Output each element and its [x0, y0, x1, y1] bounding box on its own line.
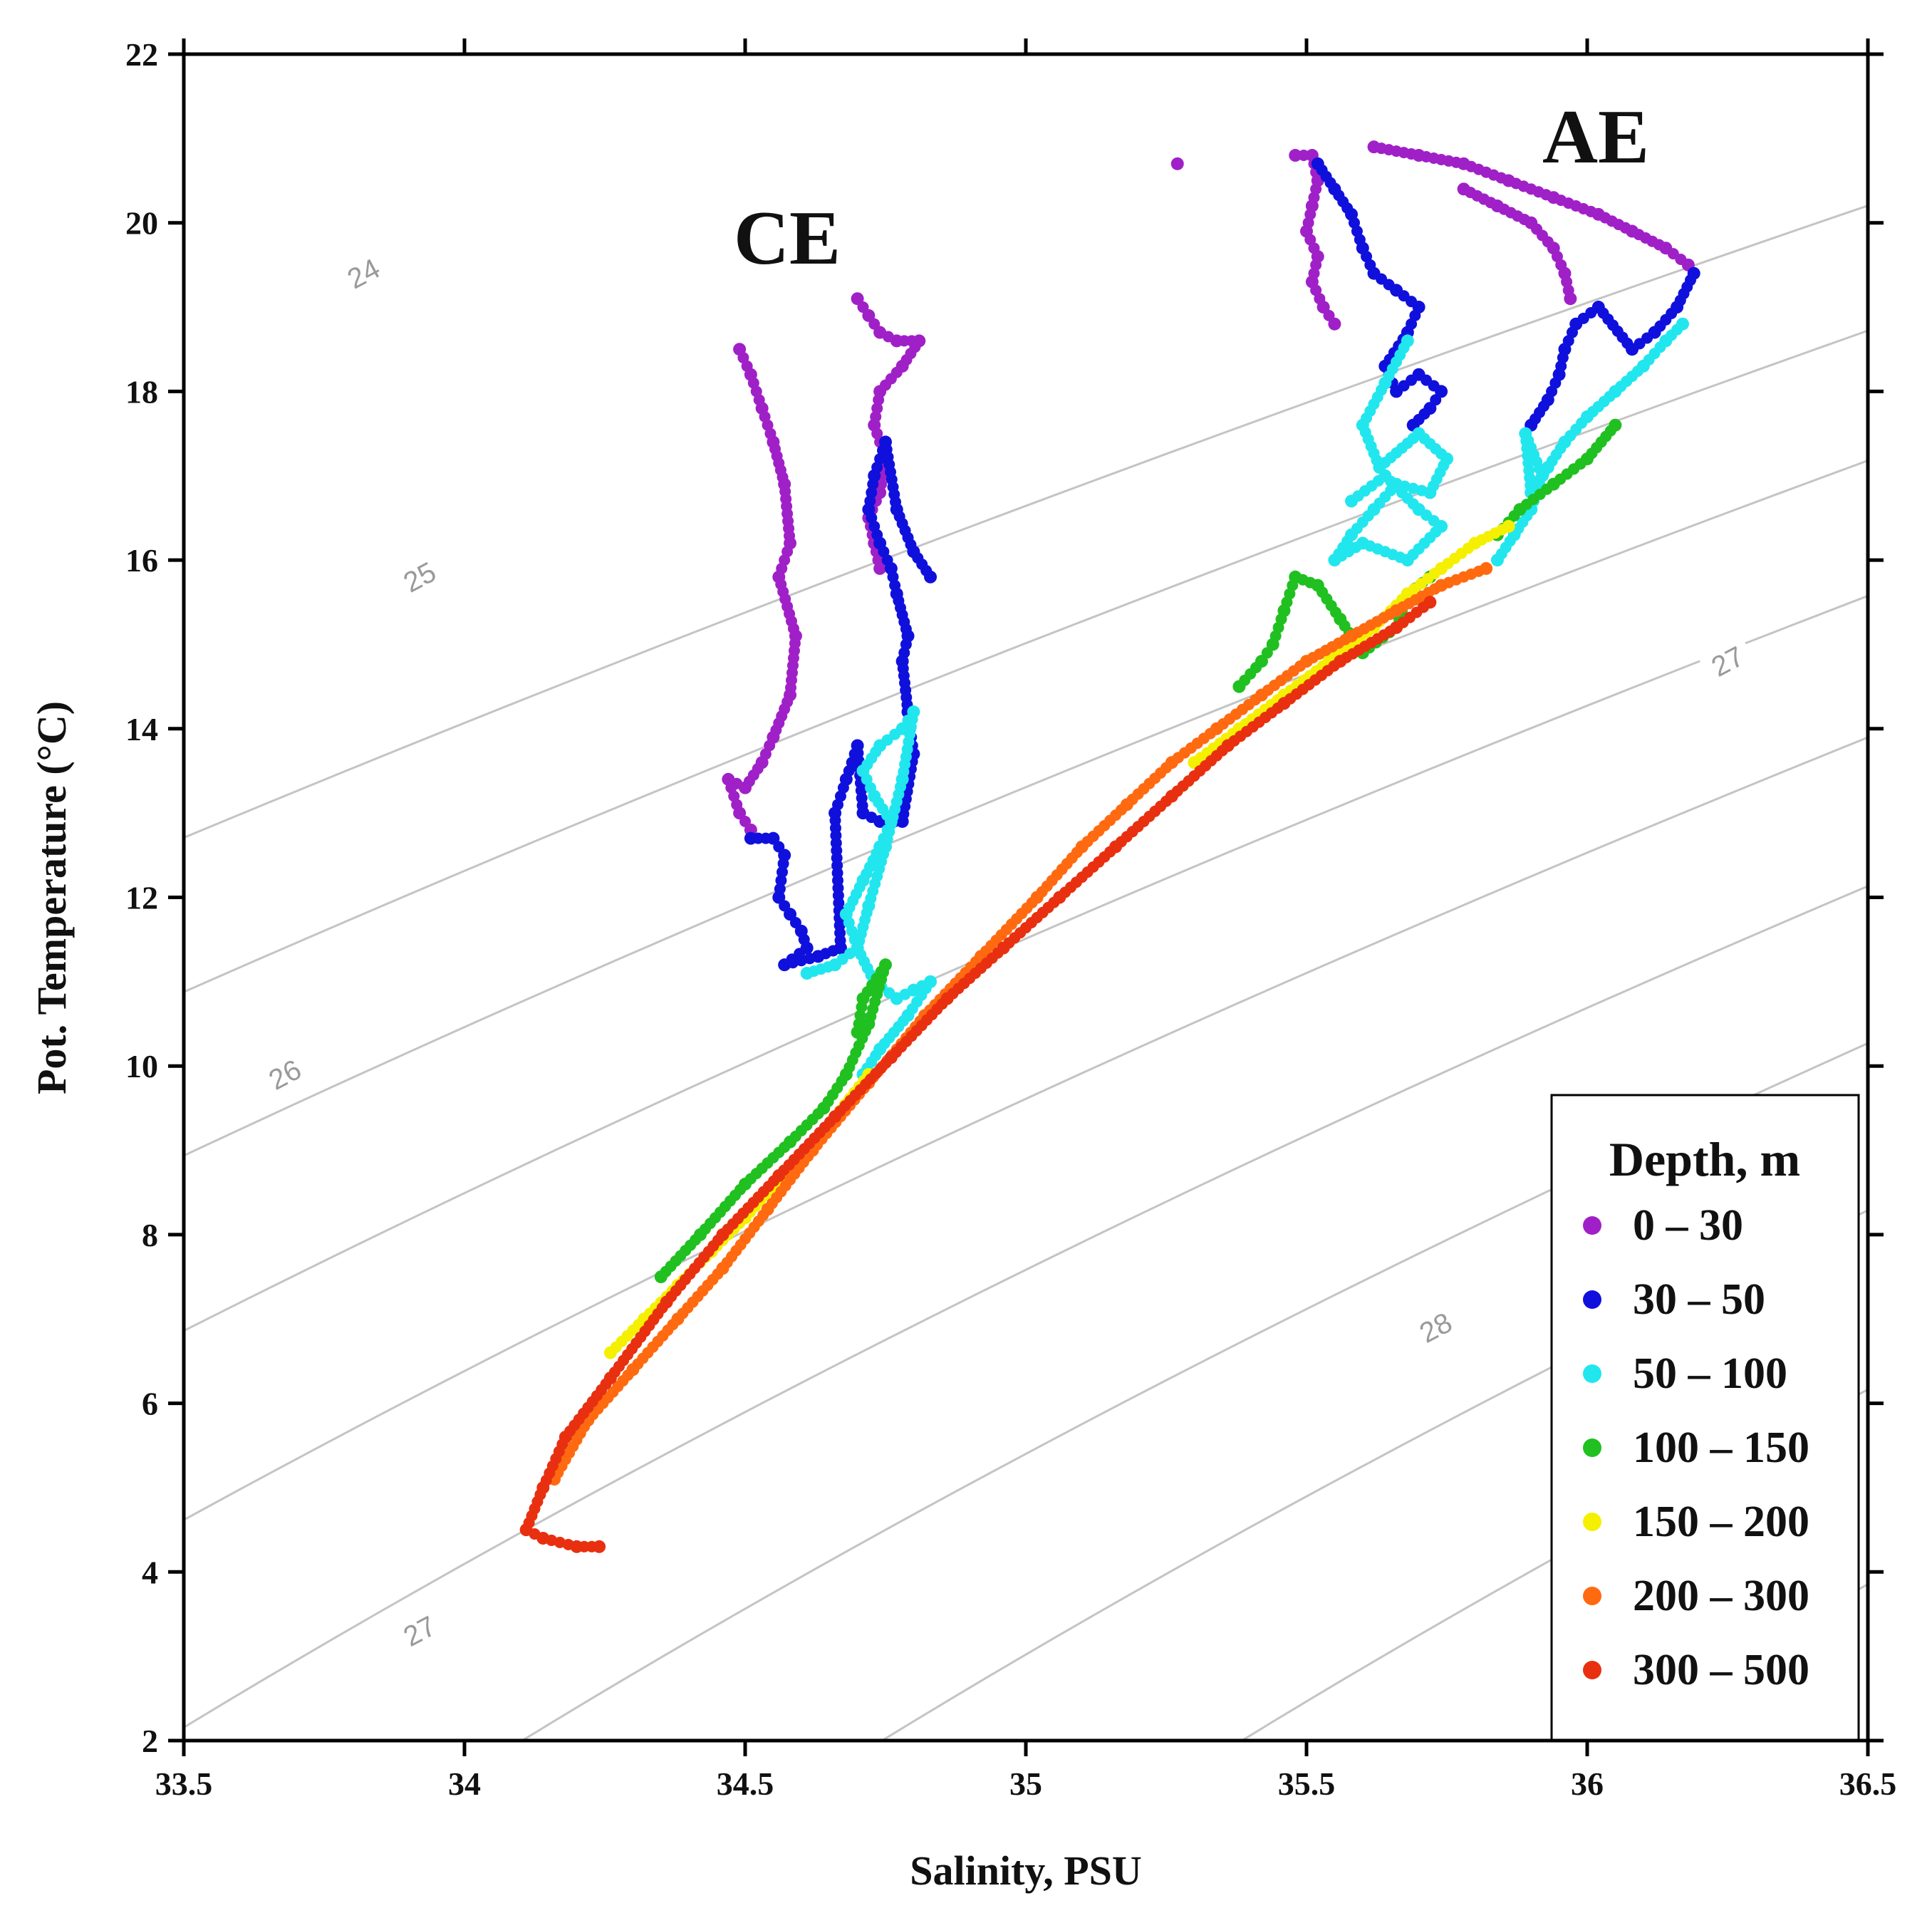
y-tick-label: 12	[125, 880, 158, 916]
isopycnal-label-bg	[1698, 634, 1756, 685]
legend-label: 100 – 150	[1633, 1424, 1809, 1472]
y-tick-label: 10	[125, 1048, 158, 1084]
isopycnal-26	[184, 885, 1868, 1729]
legend-marker	[1583, 1364, 1601, 1383]
data-point	[864, 495, 876, 507]
data-point	[733, 807, 747, 820]
isopycnal-label-bg	[333, 247, 392, 298]
x-tick-label: 33.5	[155, 1766, 213, 1802]
legend-marker	[1583, 1661, 1601, 1679]
legend: Depth, m 0 – 30 30 – 50 50 – 100 100 – 150 1…	[1550, 1094, 1860, 1741]
data-point	[1255, 655, 1268, 668]
axis-ticks: 33.5 34 34.5 35 35.5 36 36.5 2 4 6 8 10 12 14 16 18 20 22	[125, 36, 1896, 1802]
x-axis-label: Salinity, PSU	[910, 1847, 1142, 1894]
x-tick-label: 36	[1571, 1766, 1604, 1802]
x-tick-label: 35	[1009, 1766, 1042, 1802]
data-point	[856, 1001, 868, 1013]
x-tick-label: 34	[448, 1766, 481, 1802]
series-6	[519, 596, 1437, 1553]
legend-marker	[1583, 1216, 1601, 1235]
y-axis-label: Pot. Temperature (°C)	[28, 701, 75, 1094]
legend-label: 300 – 500	[1633, 1646, 1809, 1694]
data-point	[854, 1010, 866, 1022]
data-point	[1328, 317, 1341, 331]
legend-entries: 0 – 30 30 – 50 50 – 100 100 – 150 150 – 200 2…	[1583, 1201, 1809, 1694]
x-tick-label: 35.5	[1278, 1766, 1336, 1802]
data-point	[1490, 554, 1504, 567]
isopycnal-23-5	[184, 204, 1868, 839]
legend-label: 200 – 300	[1633, 1572, 1809, 1620]
data-point	[784, 908, 797, 921]
legend-marker	[1583, 1587, 1601, 1605]
data-point	[1170, 157, 1184, 170]
legend-label: 0 – 30	[1633, 1201, 1743, 1250]
legend-box	[1550, 1094, 1860, 1741]
legend-marker	[1583, 1513, 1601, 1531]
data-point	[873, 394, 885, 406]
legend-marker	[1583, 1290, 1601, 1309]
isopycnal-label-bg	[390, 550, 448, 601]
data-point	[1609, 418, 1622, 432]
legend-marker	[1583, 1438, 1601, 1457]
y-tick-label: 14	[125, 711, 158, 747]
x-tick-label: 34.5	[717, 1766, 774, 1802]
data-point	[851, 292, 864, 306]
series-2	[800, 317, 1689, 1082]
data-point	[862, 309, 876, 322]
data-point	[1435, 385, 1448, 398]
data-point	[1316, 301, 1330, 314]
data-point	[777, 858, 789, 870]
y-tick-label: 20	[125, 205, 158, 242]
data-point	[871, 403, 883, 415]
y-tick-label: 22	[125, 36, 158, 73]
data-point	[866, 487, 878, 499]
y-tick-label: 8	[142, 1217, 158, 1253]
x-tick-label: 36.5	[1839, 1766, 1897, 1802]
data-points-layer	[519, 140, 1700, 1553]
isopycnal-label-bg	[1406, 1300, 1464, 1352]
y-tick-label: 18	[125, 373, 158, 410]
data-point	[772, 891, 786, 904]
series-5	[548, 561, 1493, 1486]
isopycnal-25	[184, 594, 1868, 1332]
data-point	[1289, 149, 1302, 162]
legend-label: 30 – 50	[1633, 1275, 1765, 1324]
isopycnal-24-5	[184, 459, 1868, 1157]
isopycnal-label-bg	[390, 1604, 448, 1655]
data-point	[767, 831, 780, 845]
isopycnal-26-5	[520, 1042, 1868, 1741]
y-tick-label: 6	[142, 1386, 158, 1422]
isopycnal-24	[184, 329, 1868, 993]
data-point	[777, 866, 789, 878]
legend-title: Depth, m	[1609, 1132, 1800, 1186]
data-point	[1564, 292, 1577, 306]
y-tick-label: 4	[142, 1554, 158, 1590]
isopycnal-27	[880, 1209, 1868, 1741]
data-point	[1423, 596, 1437, 609]
data-point	[1502, 519, 1515, 533]
data-point	[1345, 494, 1359, 508]
data-point	[851, 1025, 864, 1039]
isopycnal-label-bg	[255, 1047, 313, 1099]
legend-label: 50 – 100	[1633, 1349, 1787, 1398]
isopycnal-25-5	[184, 736, 1868, 1522]
y-tick-label: 2	[142, 1723, 158, 1759]
data-point	[873, 561, 887, 575]
legend-label: 150 – 200	[1633, 1498, 1809, 1546]
data-point	[924, 570, 938, 584]
data-point	[775, 874, 787, 886]
data-point	[1480, 561, 1493, 575]
annotation-ce: CE	[734, 196, 841, 281]
annotation-ae: AE	[1542, 95, 1649, 180]
y-tick-label: 16	[125, 542, 158, 579]
